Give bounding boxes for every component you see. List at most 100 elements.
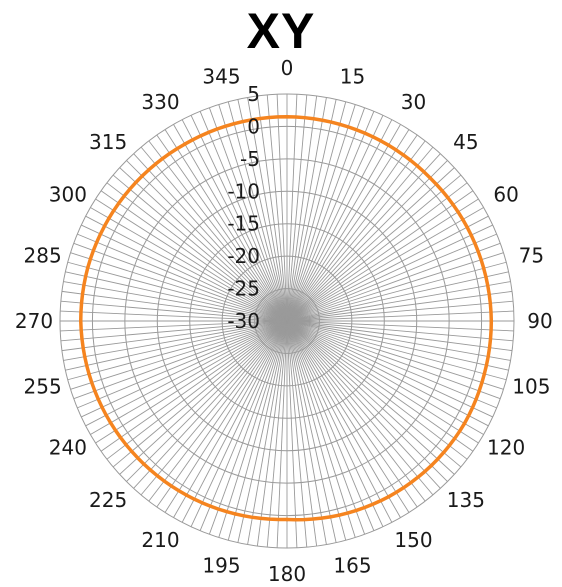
spoke-gridline [85, 215, 288, 322]
spoke-gridline [119, 167, 288, 322]
data-point [140, 174, 144, 178]
data-point [87, 372, 91, 376]
spoke-gridline [286, 320, 504, 390]
angle-tick-label: 60 [493, 183, 518, 207]
angle-tick-label: 240 [49, 436, 87, 460]
data-point [233, 512, 238, 516]
angle-tick-label: 270 [15, 309, 53, 333]
spoke-gridline [286, 320, 501, 400]
spoke-gridline [286, 310, 514, 322]
spoke-gridline [286, 320, 513, 352]
spoke-gridline [81, 320, 288, 418]
spoke-gridline [95, 198, 288, 322]
data-point [285, 114, 289, 119]
data-point [337, 122, 342, 127]
spoke-gridline [266, 320, 288, 548]
spoke-gridline [190, 320, 288, 527]
radial-tick-label: -15 [227, 212, 260, 236]
spoke-gridline [286, 271, 509, 322]
radial-tick-label: 0 [247, 114, 260, 138]
ring-gridline [91, 125, 483, 517]
angle-tick-label: 300 [49, 183, 87, 207]
spoke-gridline [60, 320, 288, 342]
spoke-gridline [286, 300, 514, 322]
spoke-gridline [148, 320, 288, 502]
spoke-gridline [286, 320, 479, 444]
spoke-gridline [173, 124, 288, 322]
spoke-gridline [286, 182, 468, 322]
spoke-gridline [286, 101, 347, 322]
spoke-gridline [286, 140, 426, 322]
angle-tick-label: 45 [453, 130, 478, 154]
spoke-gridline [67, 261, 288, 322]
ring-gridline [156, 190, 418, 452]
spoke-gridline [112, 174, 288, 322]
spoke-gridline [106, 182, 288, 322]
spoke-gridline [237, 99, 288, 322]
data-point [429, 463, 434, 468]
spoke-gridline [247, 320, 288, 545]
spoke-gridline [199, 111, 288, 322]
spoke-gridline [266, 94, 288, 322]
spoke-gridline [286, 320, 375, 531]
angle-tick-label: 345 [202, 65, 240, 89]
spoke-gridline [286, 134, 418, 322]
spoke-gridline [90, 207, 288, 322]
spoke-gridline [286, 233, 497, 322]
spoke-gridline [63, 320, 288, 361]
radial-tick-label: -25 [227, 277, 260, 301]
data-point [337, 513, 341, 518]
spoke-gridline [286, 146, 434, 322]
data-point [85, 265, 90, 270]
data-point [285, 517, 289, 522]
radial-tick-label: -20 [227, 244, 260, 268]
spoke-gridline [286, 320, 455, 475]
data-point [386, 143, 391, 147]
ring-gridline [254, 288, 320, 354]
spoke-gridline [286, 207, 484, 322]
spoke-gridline [286, 111, 375, 322]
data-point [489, 319, 494, 323]
spoke-gridline [95, 320, 288, 444]
spoke-gridline [286, 320, 327, 545]
spoke-gridline [276, 94, 288, 322]
spoke-gridline [286, 320, 308, 548]
spoke-gridline [181, 320, 288, 523]
spoke-gridline [286, 320, 401, 518]
spoke-gridline [286, 129, 410, 322]
spoke-gridline [61, 320, 288, 352]
spoke-gridline [208, 320, 288, 535]
spoke-gridline [286, 290, 513, 322]
spoke-gridline [148, 140, 288, 322]
spoke-gridline [227, 320, 288, 541]
radial-tick-label: -10 [227, 179, 260, 203]
spoke-gridline [208, 107, 288, 322]
spoke-gridline [286, 320, 347, 541]
spoke-gridline [164, 129, 288, 322]
spoke-gridline [112, 320, 288, 468]
spoke-gridline [286, 320, 298, 548]
spoke-gridline [286, 97, 327, 322]
spoke-gridline [65, 320, 288, 371]
spoke-gridline [227, 101, 288, 322]
spoke-gridline [286, 320, 448, 482]
spoke-gridline [67, 320, 288, 381]
spoke-gridline [286, 320, 509, 371]
spoke-gridline [286, 320, 474, 452]
spoke-gridline [60, 320, 288, 332]
spoke-gridline [286, 320, 468, 460]
spoke-gridline [286, 320, 356, 538]
spoke-gridline [286, 320, 507, 381]
spoke-gridline [164, 320, 288, 513]
spoke-gridline [173, 320, 288, 518]
spoke-gridline [286, 320, 511, 361]
spoke-gridline [60, 310, 288, 322]
angle-tick-label: 0 [281, 56, 294, 80]
angle-tick-label: 15 [340, 65, 365, 89]
spoke-gridline [286, 115, 384, 322]
spoke-gridline [181, 119, 288, 322]
ring-gridline [189, 223, 385, 419]
spoke-gridline [199, 320, 288, 531]
